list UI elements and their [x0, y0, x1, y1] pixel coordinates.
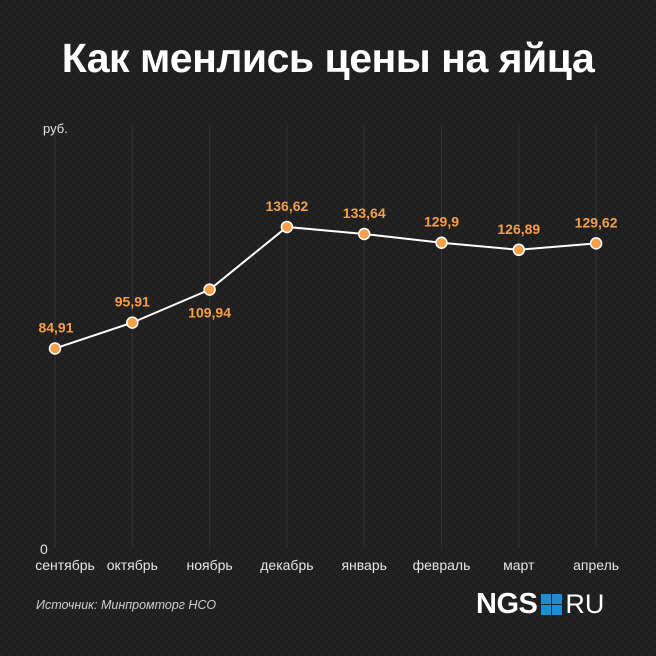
logo-square-icon [541, 593, 563, 615]
x-tick-label: февраль [413, 557, 471, 573]
data-label: 95,91 [115, 294, 150, 310]
data-point [435, 236, 448, 249]
x-tick-label: октябрь [107, 557, 158, 573]
logo-text-ngs: NGS [476, 588, 538, 620]
data-point [280, 220, 294, 234]
data-point [203, 283, 216, 296]
x-tick-label: сентябрь [35, 557, 95, 573]
x-tick-label: декабрь [260, 557, 313, 573]
x-tick-label: январь [341, 557, 386, 573]
data-point [48, 342, 62, 355]
data-point [589, 237, 603, 250]
data-label: 84,91 [38, 319, 73, 335]
data-label: 136,62 [265, 198, 308, 214]
data-label: 129,62 [575, 214, 618, 230]
data-point [357, 227, 371, 241]
y-tick-0: 0 [40, 541, 48, 557]
x-tick-label: апрель [573, 557, 619, 573]
ngs-logo: NGS RU [476, 589, 604, 619]
x-tick-label: ноябрь [186, 557, 232, 573]
x-tick-label: март [503, 557, 535, 573]
data-label: 133,64 [343, 205, 386, 221]
chart-title: Как менлись цены на яйца [61, 35, 595, 81]
data-point [512, 243, 526, 257]
y-axis-unit: руб. [43, 121, 68, 136]
data-label: 129,9 [424, 214, 459, 230]
data-point [126, 316, 139, 329]
series-line [54, 225, 597, 350]
data-label: 109,94 [188, 305, 231, 321]
source-note: Источник: Минпромторг НСО [36, 598, 217, 612]
logo-text-ru: RU [565, 589, 605, 619]
data-label: 126,89 [497, 221, 540, 237]
